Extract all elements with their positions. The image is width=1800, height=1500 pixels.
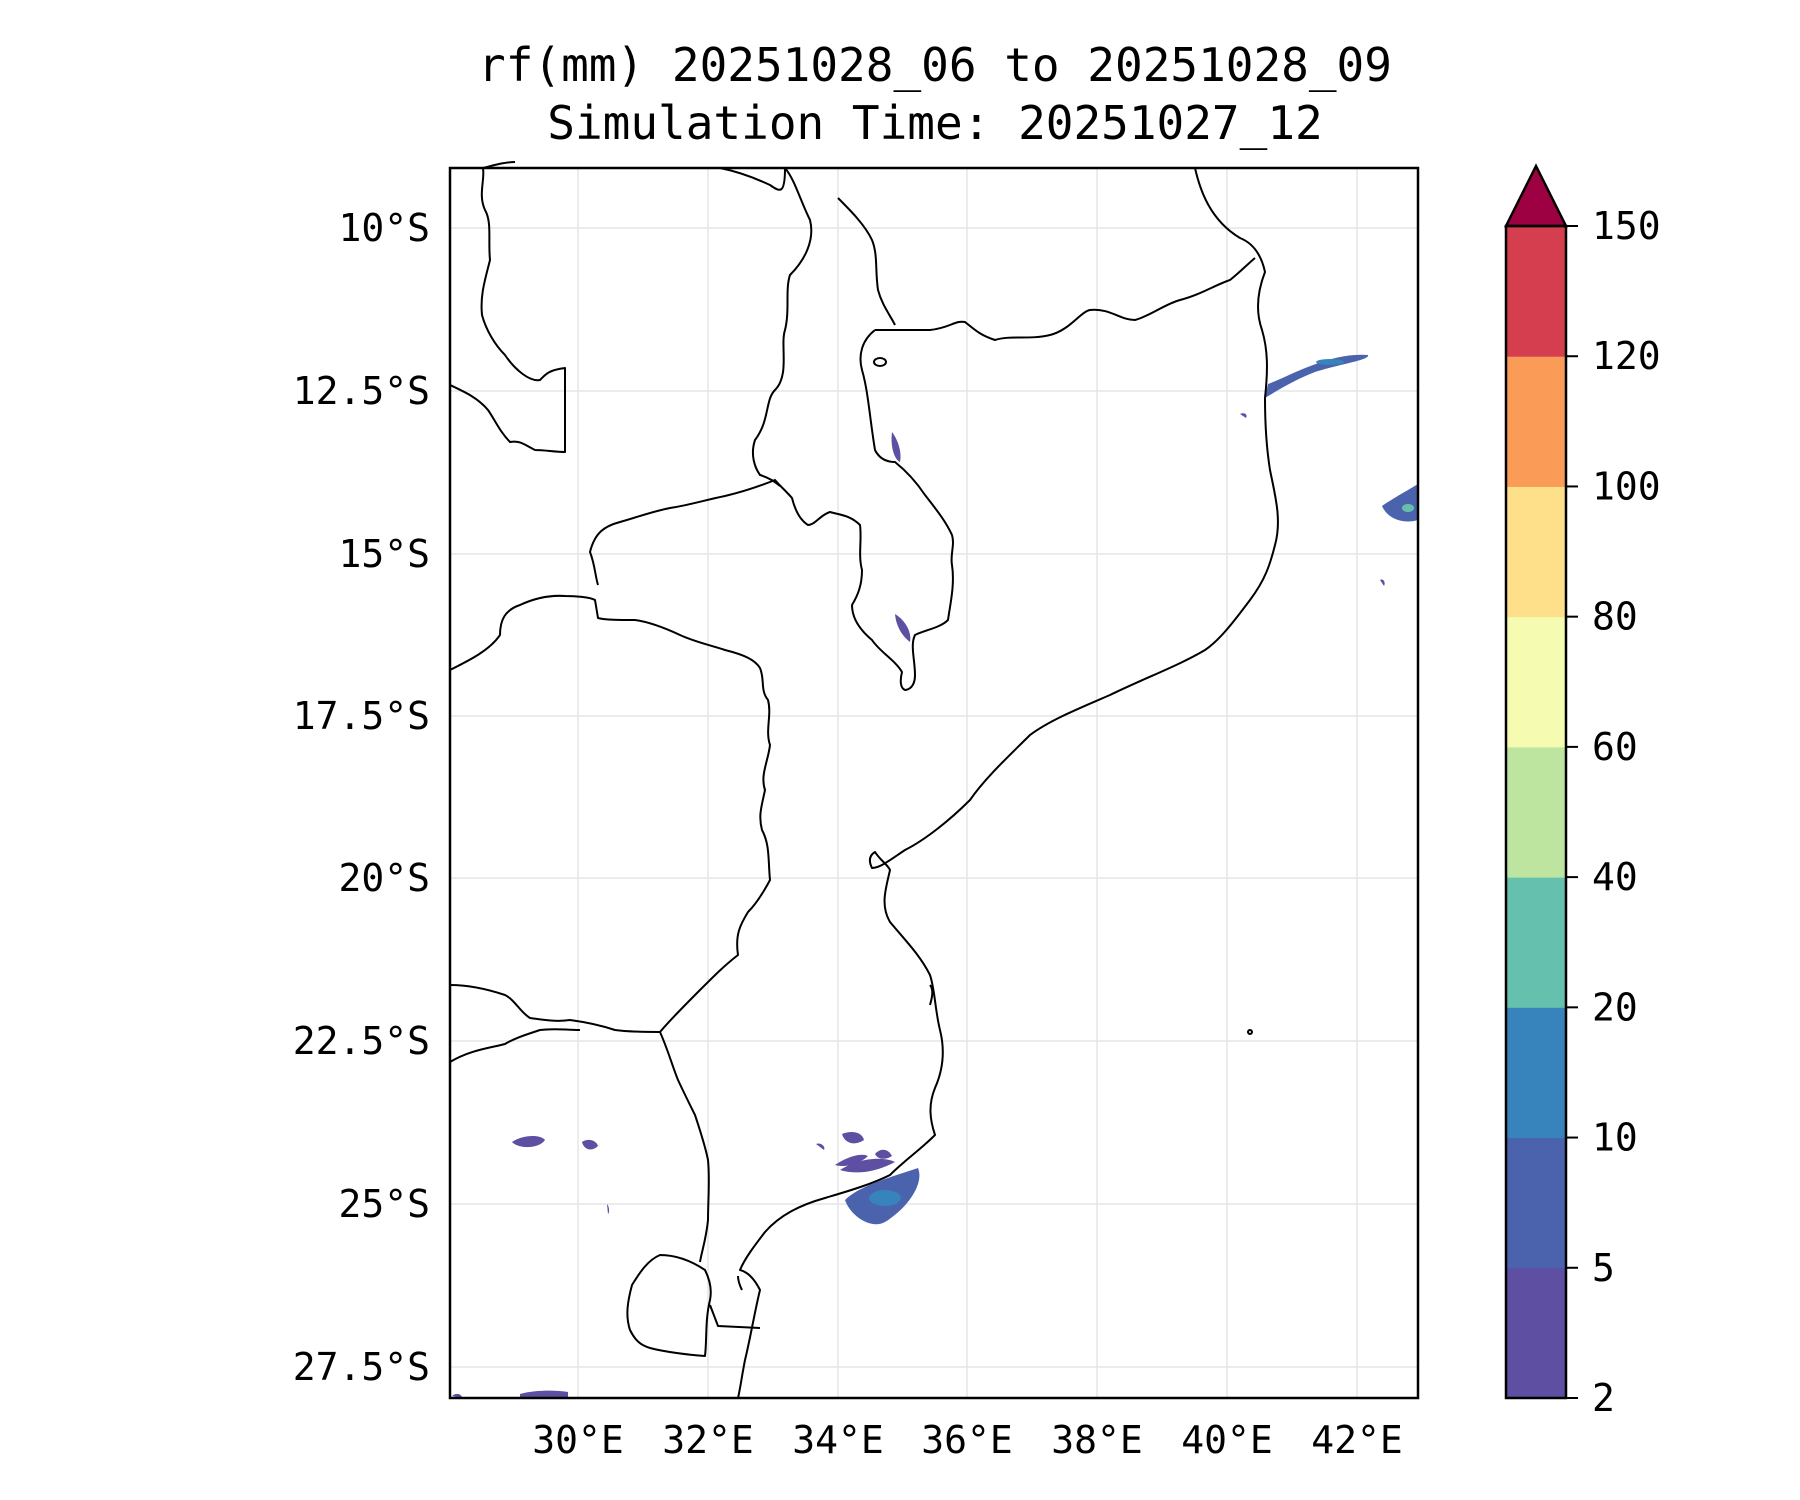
lon-tick-labels: 30°E 32°E 34°E 36°E 38°E 40°E 42°E [532,1418,1403,1462]
rain-patch-malawi-south [895,614,911,642]
colorbar-segment [1506,1007,1566,1139]
gridlines [450,168,1418,1398]
rain-patch-malawi-north [891,432,901,462]
border-zambia-drc [449,167,566,453]
colorbar-tick-label: 40 [1592,855,1638,899]
lat-tick-label: 25°S [338,1182,430,1226]
colorbar-segment [1506,486,1566,618]
map-title-line1: rf(mm) 20251028_06 to 20251028_09 [478,38,1392,92]
rain-patch-speck-1 [816,1143,825,1150]
rain-patch-maputo-band [840,1158,895,1173]
lon-tick-label: 34°E [792,1418,884,1462]
rainfall-patches [452,354,1418,1398]
map-title-line2: Simulation Time: 20251027_12 [547,96,1323,150]
colorbar-tick-label: 120 [1592,334,1661,378]
lake-island [873,357,887,367]
border-malawi-north [837,197,896,326]
colorbar-segment [1506,226,1566,357]
border-malawi [589,329,954,691]
colorbar-tick-label: 100 [1592,464,1661,508]
lon-tick-label: 32°E [662,1418,754,1462]
colorbar-segment [1506,877,1566,1008]
colorbar-tick-label: 60 [1592,725,1638,769]
rain-patch-maputo-north [842,1132,864,1144]
colorbar-segment [1506,356,1566,487]
colorbar-segment [1506,1137,1566,1269]
border-tanzania-mozambique [875,257,1256,341]
border-zimbabwe-south [449,984,661,1033]
coast-bazaruto [929,984,934,1006]
lat-tick-labels: 10°S 12.5°S 15°S 17.5°S 20°S 22.5°S 25°S… [293,206,430,1389]
coastline-mozambique [737,167,1279,1399]
rain-patch-maputo-band-2 [835,1154,868,1166]
rain-core-maputo [869,1190,901,1206]
rain-patch-south-africa-small [607,1204,610,1214]
border-south-africa-north [449,1028,581,1063]
coastlines-and-borders [449,161,1279,1399]
border-zimbabwe-mozambique [449,594,771,1033]
colorbar-segment [1506,1267,1566,1399]
rain-patch-speck-4 [1240,413,1247,418]
border-eswatini [626,1254,712,1357]
lat-tick-label: 17.5°S [293,694,430,738]
colorbar-tick-label: 2 [1592,1376,1615,1420]
colorbar-segment [1506,746,1566,878]
colorbar-tick-label: 20 [1592,985,1638,1029]
border-south-africa-mozambique [659,1031,710,1263]
colorbar-tick-label: 10 [1592,1116,1638,1160]
colorbar: 2 5 10 20 40 60 80 100 120 150 [1503,163,1661,1420]
coast-inhaca [737,1275,743,1291]
lon-tick-label: 36°E [921,1418,1013,1462]
lat-tick-label: 10°S [338,206,430,250]
border-malawi-west [751,167,813,487]
map-frame [448,166,1420,1400]
colorbar-tick-label: 80 [1592,595,1638,639]
lat-tick-label: 27.5°S [293,1345,430,1389]
rain-patch-south-edge [520,1390,568,1398]
colorbar-segment [1506,616,1566,748]
rain-patch-south-africa-west [512,1136,545,1148]
lon-tick-label: 30°E [532,1418,624,1462]
island-europa [1247,1029,1253,1035]
rain-patch-east-edge [1382,484,1418,522]
border-south-africa-southern-mozambique [709,1304,761,1329]
rain-core-northeast [1316,359,1344,365]
lat-tick-label: 22.5°S [293,1019,430,1063]
lon-tick-label: 42°E [1311,1418,1403,1462]
lon-tick-label: 40°E [1181,1418,1273,1462]
border-tanzania-zambia [719,167,786,191]
rain-patch-speck-3 [1380,579,1385,586]
colorbar-tick-label: 150 [1592,204,1661,248]
rain-patch-northeast [1265,354,1369,398]
lat-tick-label: 20°S [338,856,430,900]
rain-core-east-edge [1402,504,1414,512]
colorbar-tick-label: 5 [1592,1246,1615,1290]
lon-tick-label: 38°E [1051,1418,1143,1462]
rain-patch-south-africa-mid [582,1139,598,1150]
colorbar-extend-arrow [1503,163,1569,228]
lat-tick-label: 12.5°S [293,369,430,413]
colorbar-frame [1504,224,1568,1400]
rain-patch-maputo-north-2 [875,1149,892,1159]
lat-tick-label: 15°S [338,532,430,576]
